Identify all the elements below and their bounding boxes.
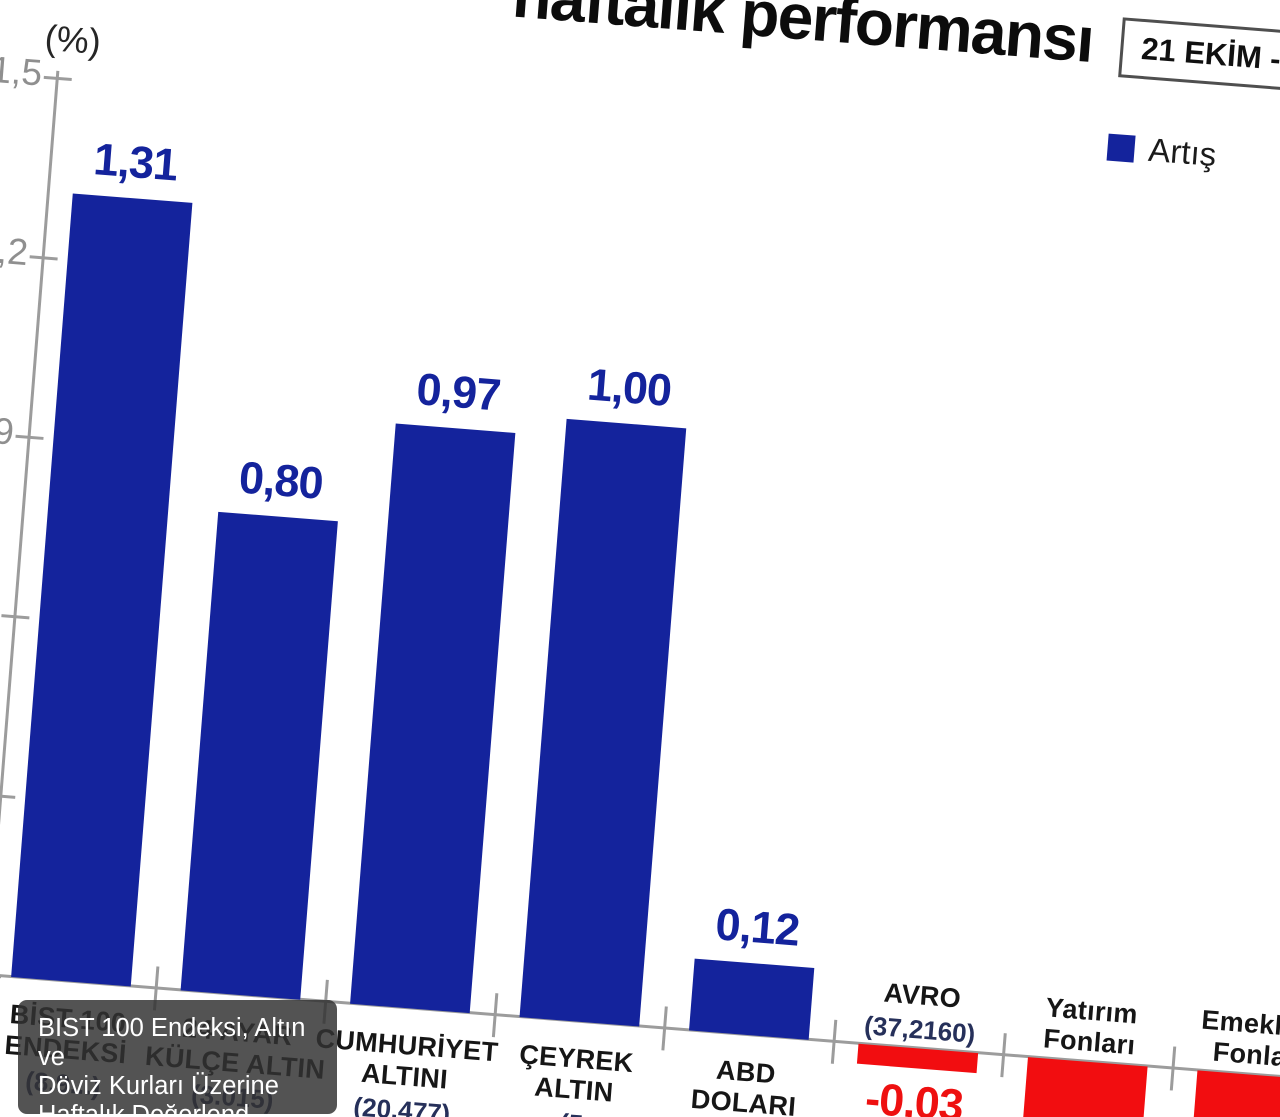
y-axis-tick-label: 0,9	[0, 407, 16, 453]
caption-line: Haftalık Değerlend...	[38, 1101, 271, 1117]
value-label-abd-dolari: 0,12	[713, 898, 802, 956]
y-axis-tick-label: 0,6	[0, 579, 1, 633]
caption-line: BIST 100 Endeksi, Altın ve	[38, 1014, 306, 1071]
chart-title: haftalık performansı	[510, 0, 1096, 76]
date-range-badge: 21 EKİM - 2	[1118, 17, 1280, 107]
bar-emeklilik-fonlari	[1173, 1070, 1280, 1117]
bar-avro	[856, 1043, 979, 1074]
caption-line: Döviz Kurları Üzerine	[38, 1072, 279, 1100]
legend-increase-swatch	[1106, 133, 1136, 163]
value-label-bist-100: 1,31	[91, 133, 180, 191]
value-label-kulce-altin: 0,80	[237, 451, 325, 509]
legend-increase-label: Artış	[1147, 130, 1218, 174]
bar-yatirim-fonlari	[1004, 1057, 1148, 1117]
news-caption-overlay: BIST 100 Endeksi, Altın ve Döviz Kurları…	[18, 1000, 337, 1117]
y-axis-tick-label: 1,2	[0, 228, 30, 274]
y-axis-tick	[0, 793, 16, 799]
bar-abd-dolari	[689, 958, 815, 1040]
legend: Artış	[1106, 129, 1280, 182]
value-label-avro: -0,03	[863, 1072, 965, 1117]
bar-kulce-altin	[180, 511, 338, 1000]
